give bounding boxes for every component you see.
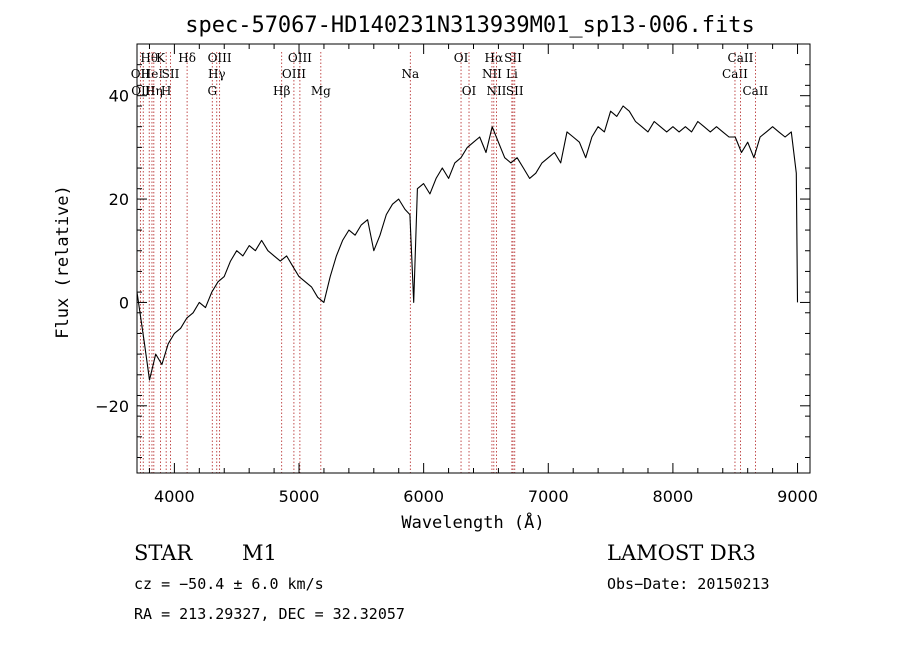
y-axis-label: Flux (relative) (53, 185, 73, 339)
y-tick-label-2: 20 (109, 190, 129, 209)
x-axis-label: Wavelength (Å) (401, 511, 544, 533)
marker-label-4: Hη (145, 84, 163, 98)
marker-label-26: CaII (728, 51, 754, 65)
marker-label-6: H (161, 84, 171, 98)
x-tick-label-2: 6000 (403, 487, 444, 506)
y-tick-label-1: 0 (119, 293, 129, 312)
marker-label-22: Li (506, 67, 518, 81)
x-tick-label-5: 9000 (777, 487, 818, 506)
marker-label-18: OI (462, 84, 477, 98)
marker-label-25: CaII (722, 67, 748, 81)
marker-label-3: HeI (141, 67, 164, 81)
marker-label-20: Hα (485, 51, 504, 65)
object-class: STAR (134, 541, 193, 565)
spectrum-line (136, 105, 799, 381)
marker-label-19: NII (482, 67, 502, 81)
x-tick-label-0: 4000 (154, 487, 195, 506)
marker-label-12: Hβ (273, 84, 290, 98)
marker-label-5: K (156, 51, 166, 65)
coordinates-readout: RA = 213.29327, DEC = 32.32057 (134, 605, 405, 623)
plot-frame (136, 43, 811, 474)
x-tick-label-3: 7000 (528, 487, 569, 506)
marker-label-27: CaII (742, 84, 768, 98)
redshift-readout: cz = −50.4 ± 6.0 km/s (134, 575, 324, 593)
x-axis-ticks: 4000 5000 6000 7000 8000 9000 (148, 44, 818, 506)
marker-label-10: Hγ (208, 67, 226, 81)
obs-date: Obs−Date: 20150213 (607, 575, 770, 593)
spectrum-series (136, 105, 799, 381)
marker-label-24: SII (506, 84, 524, 98)
marker-label-13: OIII (282, 67, 306, 81)
line-markers: OIIOIIIHθHeIHηKHSIIHδGHγOIIIHβOIIIOIIIMg… (131, 51, 769, 473)
x-tick-label-4: 8000 (653, 487, 694, 506)
y-axis-ticks: −20 0 20 40 (95, 64, 810, 458)
marker-label-7: SII (162, 67, 180, 81)
x-tick-label-1: 5000 (279, 487, 320, 506)
marker-label-9: G (207, 84, 217, 98)
object-subclass: M1 (242, 541, 277, 565)
marker-label-0: OII (131, 67, 151, 81)
marker-label-14: OIII (288, 51, 312, 65)
y-tick-label-0: −20 (95, 397, 129, 416)
marker-label-2: Hθ (140, 51, 158, 65)
marker-label-16: Na (401, 67, 419, 81)
marker-label-11: OIII (208, 51, 232, 65)
marker-label-15: Mg (311, 84, 331, 98)
marker-label-17: OI (454, 51, 469, 65)
chart-title: spec-57067-HD140231N313939M01_sp13-006.f… (185, 13, 755, 38)
marker-label-21: NII (486, 84, 506, 98)
y-tick-label-3: 40 (109, 87, 129, 106)
marker-label-8: Hδ (178, 51, 196, 65)
survey-name: LAMOST DR3 (607, 541, 756, 565)
marker-label-23: SII (504, 51, 522, 65)
